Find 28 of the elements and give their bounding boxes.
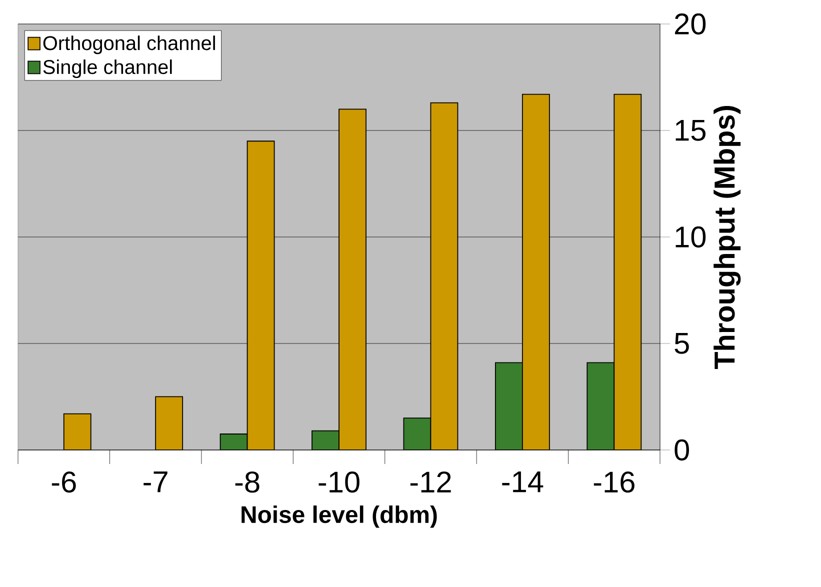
- y-tick-label: 0: [674, 439, 689, 461]
- bar: [522, 94, 550, 450]
- x-tick-label: -16: [594, 472, 634, 493]
- bar: [338, 108, 366, 450]
- bar: [63, 413, 92, 450]
- bar: [246, 140, 275, 450]
- y-tick-label: 20: [675, 13, 706, 35]
- legend-label: Single channel: [43, 59, 172, 78]
- y-tick-label: 15: [676, 120, 706, 141]
- bar: [403, 418, 432, 450]
- x-tick-label: -14: [502, 472, 544, 492]
- bar: [220, 434, 248, 450]
- bar: [494, 362, 523, 450]
- x-axis-title: Noise level (dbm): [242, 506, 437, 528]
- y-tick-label: 5: [674, 333, 689, 354]
- x-tick-label: -10: [318, 472, 360, 493]
- bar: [614, 94, 642, 450]
- bar: [155, 396, 184, 450]
- legend-label: Orthogonal channel: [43, 36, 215, 54]
- x-tick-label: -7: [144, 472, 168, 492]
- y-tick-label: 10: [676, 226, 706, 248]
- bar: [586, 362, 615, 450]
- x-tick-label: -8: [235, 472, 260, 493]
- x-tick-label: -6: [52, 472, 76, 493]
- bar: [312, 430, 340, 450]
- bar: [430, 102, 458, 450]
- x-tick-label: -12: [410, 472, 451, 492]
- y-axis-title: Throughput (Mbps): [714, 106, 741, 370]
